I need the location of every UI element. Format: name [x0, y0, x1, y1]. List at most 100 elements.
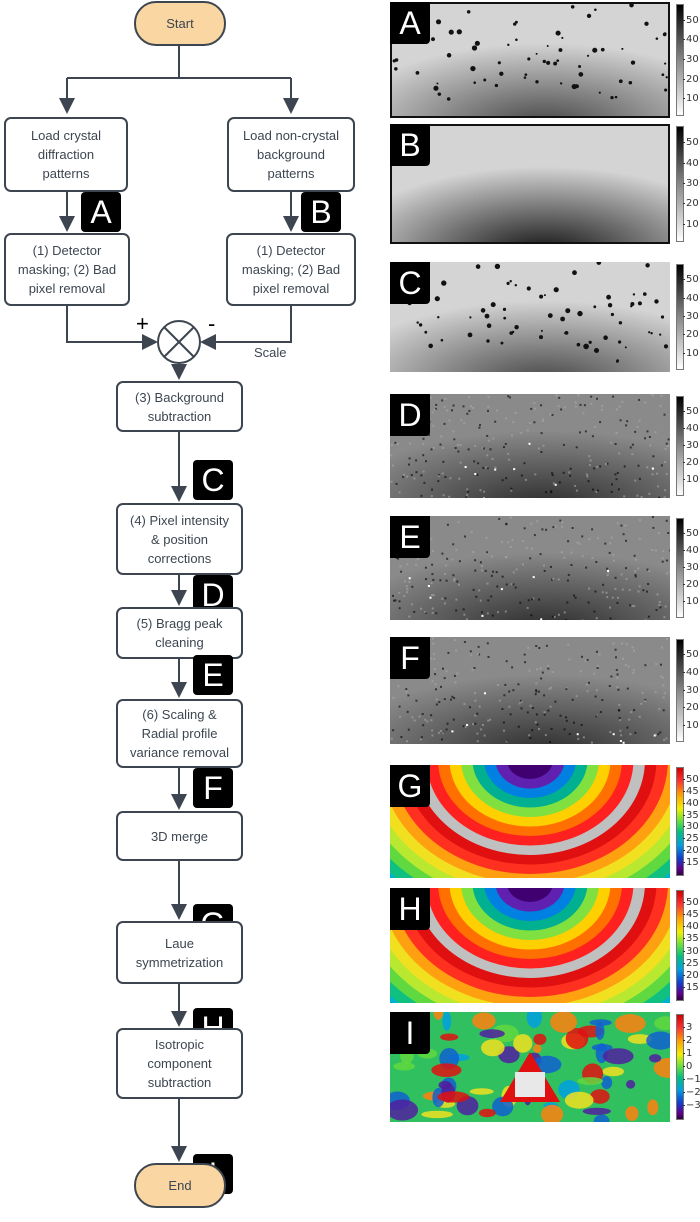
panel-e-colorbar-tick: 40 [683, 545, 699, 556]
panel-b-label: B [390, 124, 430, 166]
panel-h-colorbar-tick: 20 [683, 970, 699, 981]
panel-g-heatmap [390, 765, 670, 878]
end-label: End [168, 1178, 192, 1193]
panel-h-image [390, 888, 670, 1003]
panel-h-colorbar-tick: 50 [683, 897, 699, 908]
load-crystal-node: Load crystal diffraction patterns [4, 117, 128, 192]
load-background-label: Load non-crystal background patterns [242, 128, 340, 181]
panel-a-label: A [390, 2, 430, 44]
panel-b-colorbar-tick: 40 [683, 158, 699, 169]
panel-h-colorbar-tick: 30 [683, 946, 699, 957]
panel-b-image [390, 124, 670, 244]
step6-node: (6) Scaling & Radial profile variance re… [116, 699, 243, 768]
panel-i-colorbar-tick: 3 [682, 1022, 693, 1033]
panel-f-heatmap [390, 637, 670, 744]
panel-i-heatmap [390, 1012, 670, 1122]
panel-f-colorbar-tick: 50 [683, 649, 699, 660]
flow-connectors [59, 46, 299, 1162]
laue-node: Laue symmetrization [116, 921, 243, 984]
panel-c-image [390, 262, 670, 372]
panel-i: I 3 2 1 0 −1 −2 −3 [390, 1012, 700, 1122]
panel-c-label: C [390, 262, 430, 304]
badge-b: B [301, 192, 341, 232]
panel-a-colorbar-tick: 50 [683, 15, 699, 26]
panel-b-heatmap [392, 126, 668, 242]
panel-f-colorbar-tick: 10 [683, 720, 699, 731]
panel-a: A 50 40 30 20 10 [390, 2, 699, 118]
panel-b-colorbar-tick: 30 [683, 178, 699, 189]
panel-d: D 50 40 30 20 10 [390, 394, 699, 498]
step3-label: (3) Background subtraction [135, 389, 224, 424]
panel-g: G 50 45 40 35 30 25 20 15 [390, 765, 699, 878]
start-node: Start [134, 1, 226, 46]
panel-c-colorbar-tick: 10 [683, 348, 699, 359]
plus-sign: + [136, 311, 149, 336]
scale-label: Scale [254, 345, 287, 360]
panel-d-colorbar-tick: 40 [683, 423, 699, 434]
panel-d-colorbar-tick: 10 [683, 474, 699, 485]
panel-g-colorbar-tick: 20 [683, 845, 699, 856]
panel-d-colorbar-tick: 50 [683, 406, 699, 417]
panel-e-heatmap [390, 516, 670, 620]
panel-c-colorbar-tick: 20 [683, 329, 699, 340]
laue-label: Laue symmetrization [135, 935, 224, 970]
panel-a-colorbar-tick: 40 [683, 34, 699, 45]
panel-g-colorbar-tick: 50 [683, 774, 699, 785]
panel-c-colorbar-tick: 40 [683, 293, 699, 304]
panel-g-colorbar-tick: 45 [683, 786, 699, 797]
junction-cross-2 [163, 326, 195, 358]
badge-b-text: B [310, 194, 332, 230]
panel-g-colorbar-tick: 30 [683, 821, 699, 832]
panel-h-colorbar [676, 890, 684, 1001]
panel-i-colorbar [676, 1014, 684, 1120]
mask-right-node: (1) Detector masking; (2) Bad pixel remo… [226, 233, 356, 306]
panel-b: B 50 40 30 20 10 [390, 124, 699, 244]
panel-b-colorbar [676, 126, 684, 242]
badge-f-text: F [203, 770, 223, 806]
step4-node: (4) Pixel intensity & position correctio… [116, 503, 243, 575]
panel-g-colorbar-tick: 25 [683, 833, 699, 844]
panel-d-colorbar-tick: 30 [683, 440, 699, 451]
panel-h-colorbar-tick: 25 [683, 958, 699, 969]
panel-i-image [390, 1012, 670, 1122]
arrow-left-to-junction [66, 306, 158, 350]
panel-h-label: H [390, 888, 430, 930]
panel-h-heatmap [390, 888, 670, 1003]
panel-f-image [390, 637, 670, 744]
merge-label: 3D merge [150, 828, 209, 844]
panel-g-colorbar [676, 767, 684, 876]
badge-a: A [81, 192, 121, 232]
panel-h: H 50 45 40 35 30 25 20 15 [390, 888, 699, 1003]
panel-i-colorbar-tick: 0 [682, 1061, 693, 1072]
isotropic-node: Isotropic component subtraction [116, 1028, 243, 1099]
panel-h-colorbar-tick: 40 [683, 921, 699, 932]
step5-label: (5) Bragg peak cleaning [136, 616, 223, 650]
panel-c-colorbar-tick: 30 [683, 311, 699, 322]
panel-e-colorbar-tick: 10 [683, 596, 699, 607]
panel-g-colorbar-tick: 40 [683, 798, 699, 809]
badge-e-text: E [202, 657, 224, 693]
panel-e-colorbar-tick: 20 [683, 579, 699, 590]
minus-sign: - [208, 311, 216, 336]
panel-f-label: F [390, 637, 430, 679]
panel-i-colorbar-tick: 1 [682, 1048, 693, 1059]
panel-d-heatmap [390, 394, 670, 498]
panel-d-colorbar [676, 396, 684, 496]
panel-c-colorbar-tick: 50 [683, 274, 699, 285]
panel-h-colorbar-tick: 45 [683, 909, 699, 920]
panel-c-heatmap [390, 262, 670, 372]
badge-f: F [193, 768, 233, 808]
step4-label: (4) Pixel intensity & position correctio… [130, 512, 229, 566]
panel-d-image [390, 394, 670, 498]
end-node: End [134, 1163, 226, 1208]
panel-h-colorbar-tick: 15 [683, 982, 699, 993]
panel-b-colorbar-tick: 20 [683, 198, 699, 209]
panel-h-colorbar-tick: 35 [683, 933, 699, 944]
panel-e: E 50 40 30 20 10 [390, 516, 699, 620]
panel-g-colorbar-tick: 35 [683, 810, 699, 821]
badge-e: E [193, 655, 233, 695]
panel-e-colorbar-tick: 30 [683, 562, 699, 573]
panel-d-label: D [390, 394, 430, 436]
badge-c-text: C [201, 462, 225, 498]
start-label: Start [166, 16, 194, 31]
